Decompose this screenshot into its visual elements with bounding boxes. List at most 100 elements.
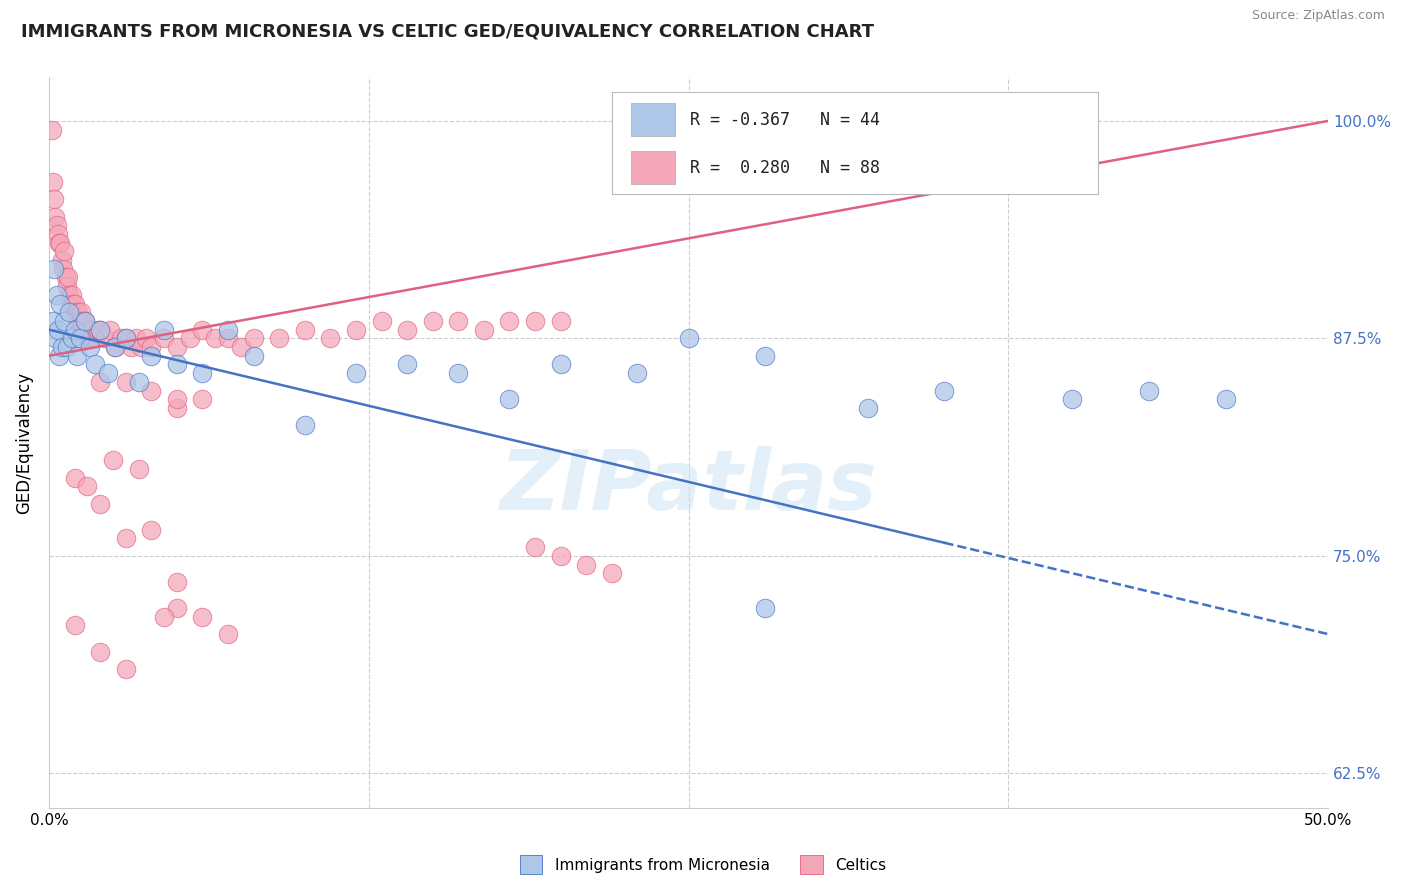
Point bbox=[52, 261, 75, 276]
Point bbox=[754, 349, 776, 363]
Point bbox=[51, 340, 73, 354]
Point bbox=[447, 314, 470, 328]
Point bbox=[344, 323, 367, 337]
Y-axis label: GED/Equivalency: GED/Equivalency bbox=[15, 372, 32, 514]
Point bbox=[135, 331, 157, 345]
Point bbox=[70, 314, 93, 328]
Point bbox=[58, 305, 80, 319]
Point bbox=[55, 270, 77, 285]
Point bbox=[44, 210, 66, 224]
Point bbox=[89, 375, 111, 389]
Point bbox=[53, 314, 76, 328]
Point bbox=[191, 609, 214, 624]
Point bbox=[48, 235, 70, 250]
Point bbox=[73, 314, 96, 328]
Point bbox=[550, 549, 572, 563]
Text: IMMIGRANTS FROM MICRONESIA VS CELTIC GED/EQUIVALENCY CORRELATION CHART: IMMIGRANTS FROM MICRONESIA VS CELTIC GED… bbox=[21, 22, 875, 40]
Point bbox=[191, 392, 214, 407]
Point bbox=[120, 340, 142, 354]
Point bbox=[89, 644, 111, 658]
Point bbox=[66, 314, 89, 328]
Point bbox=[166, 601, 188, 615]
Point bbox=[56, 270, 79, 285]
Point bbox=[166, 574, 188, 589]
Point bbox=[60, 288, 83, 302]
Point bbox=[100, 323, 122, 337]
Point bbox=[49, 235, 72, 250]
Point bbox=[754, 601, 776, 615]
Point bbox=[70, 305, 93, 319]
Point bbox=[166, 401, 188, 415]
Point bbox=[89, 323, 111, 337]
Point bbox=[84, 358, 107, 372]
Point bbox=[550, 314, 572, 328]
Point bbox=[344, 366, 367, 380]
Point bbox=[217, 627, 239, 641]
Point bbox=[51, 253, 73, 268]
Point bbox=[153, 331, 176, 345]
Point bbox=[86, 323, 108, 337]
Point bbox=[89, 323, 111, 337]
Point bbox=[58, 288, 80, 302]
Point bbox=[41, 122, 63, 136]
Point bbox=[97, 366, 120, 380]
Point bbox=[42, 192, 65, 206]
Point bbox=[101, 453, 124, 467]
Point bbox=[48, 349, 70, 363]
Point bbox=[114, 662, 136, 676]
Point bbox=[153, 323, 176, 337]
Point bbox=[242, 349, 264, 363]
Point bbox=[229, 340, 252, 354]
Point bbox=[294, 323, 316, 337]
Point bbox=[104, 340, 127, 354]
Point bbox=[60, 331, 83, 345]
Point bbox=[166, 392, 188, 407]
Point bbox=[79, 323, 101, 337]
Point bbox=[56, 340, 79, 354]
Point bbox=[575, 558, 598, 572]
Point bbox=[141, 384, 163, 398]
Point bbox=[42, 261, 65, 276]
Point bbox=[42, 314, 65, 328]
Point bbox=[678, 331, 700, 345]
Point bbox=[42, 175, 65, 189]
Point bbox=[72, 323, 94, 337]
Point bbox=[66, 349, 89, 363]
Point bbox=[73, 314, 96, 328]
Point bbox=[396, 323, 419, 337]
Text: Source: ZipAtlas.com: Source: ZipAtlas.com bbox=[1251, 9, 1385, 22]
Point bbox=[84, 331, 107, 345]
Point bbox=[46, 227, 69, 241]
Point bbox=[45, 219, 67, 233]
Point bbox=[626, 366, 648, 380]
Point bbox=[600, 566, 623, 581]
Point bbox=[63, 470, 86, 484]
Point bbox=[550, 358, 572, 372]
Point bbox=[79, 340, 101, 354]
Point bbox=[65, 305, 87, 319]
Point bbox=[94, 331, 117, 345]
Point bbox=[396, 358, 419, 372]
Point bbox=[141, 349, 163, 363]
Point bbox=[110, 331, 132, 345]
Point bbox=[76, 331, 98, 345]
Point bbox=[69, 314, 91, 328]
Point bbox=[447, 366, 470, 380]
Point bbox=[53, 244, 76, 259]
Point bbox=[89, 497, 111, 511]
Point bbox=[104, 340, 127, 354]
Point bbox=[128, 375, 150, 389]
Legend: Immigrants from Micronesia, Celtics: Immigrants from Micronesia, Celtics bbox=[513, 849, 893, 880]
Point bbox=[67, 305, 90, 319]
Point bbox=[856, 401, 879, 415]
Point bbox=[1137, 384, 1160, 398]
Point bbox=[63, 296, 86, 310]
Point bbox=[217, 323, 239, 337]
Point bbox=[422, 314, 444, 328]
Point bbox=[128, 462, 150, 476]
Point bbox=[56, 279, 79, 293]
Point bbox=[204, 331, 226, 345]
Point bbox=[82, 331, 104, 345]
Point bbox=[934, 384, 956, 398]
Point bbox=[319, 331, 342, 345]
